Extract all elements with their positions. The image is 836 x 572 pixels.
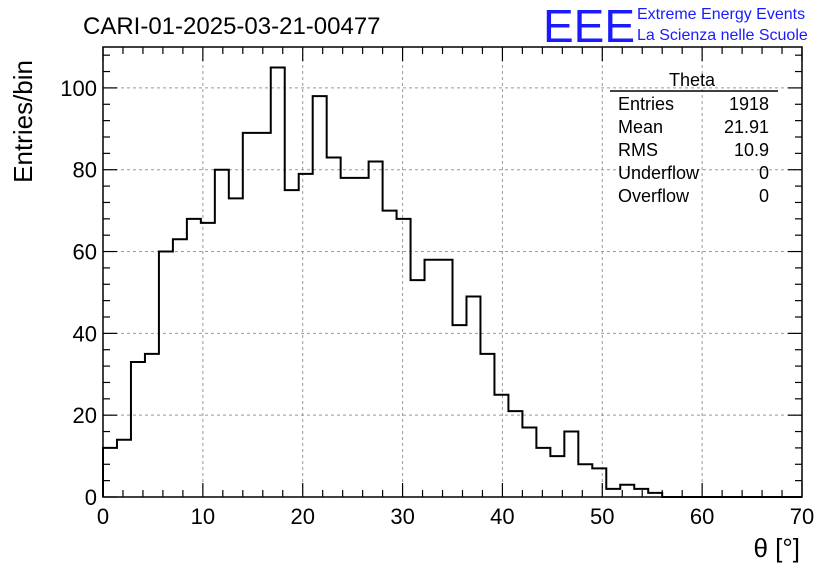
y-tick-label: 60 <box>73 240 97 265</box>
stats-value: 10.9 <box>734 140 769 160</box>
histogram-bin <box>592 468 606 497</box>
histogram-bin <box>271 67 285 497</box>
histogram-bin <box>578 464 592 497</box>
x-tick-label: 60 <box>690 504 714 529</box>
histogram-bin <box>564 432 578 497</box>
x-tick-label: 30 <box>390 504 414 529</box>
y-axis-title: Entries/bin <box>8 60 38 183</box>
histogram-bin <box>494 395 508 497</box>
histogram-bin <box>187 219 201 497</box>
y-tick-label: 40 <box>73 321 97 346</box>
y-tick-label: 80 <box>73 158 97 183</box>
histogram-bin <box>634 489 648 497</box>
histogram-bin <box>439 260 453 497</box>
histogram-bin <box>145 354 159 497</box>
histogram-bin <box>131 362 145 497</box>
x-tick-label: 20 <box>290 504 314 529</box>
eee-logo: EEE Extreme Energy Events La Scienza nel… <box>543 0 808 52</box>
histogram-bin <box>606 489 620 497</box>
stats-label: Overflow <box>618 186 690 206</box>
stats-value: 21.91 <box>724 117 769 137</box>
x-tick-label: 50 <box>590 504 614 529</box>
histogram-bin <box>159 252 173 497</box>
histogram-bin <box>508 411 522 497</box>
stats-label: Entries <box>618 94 674 114</box>
histogram-outline <box>102 66 802 498</box>
axis-ticks: 0 10 20 30 40 50 60 70 0 20 40 60 80 100 <box>60 47 814 529</box>
stats-label: RMS <box>618 140 658 160</box>
y-tick-label: 20 <box>73 403 97 428</box>
histogram-bin <box>103 448 117 497</box>
logo-line-1: Extreme Energy Events <box>637 6 805 23</box>
x-axis-title: θ [°] <box>753 533 800 563</box>
stats-value: 0 <box>759 163 769 183</box>
histogram-bin <box>453 325 467 497</box>
histogram-bin <box>480 354 494 497</box>
x-tick-label: 0 <box>97 504 109 529</box>
histogram-bin <box>215 170 229 497</box>
stats-box: Theta Entries 1918 Mean 21.91 RMS 10.9 Underfl… <box>610 70 778 206</box>
logo-line-2: La Scienza nelle Scuole <box>637 27 808 44</box>
histogram-bin <box>173 239 187 497</box>
histogram-bin <box>536 448 550 497</box>
x-tick-label: 70 <box>790 504 814 529</box>
histogram-bin <box>243 133 257 497</box>
histogram-bin <box>327 157 341 497</box>
stats-rows: Entries 1918 Mean 21.91 RMS 10.9 Underflow 0 Ove… <box>618 94 769 206</box>
histogram-bin <box>341 178 355 497</box>
y-tick-label: 0 <box>85 485 97 510</box>
x-tick-label: 10 <box>191 504 215 529</box>
histogram-bin <box>411 280 425 497</box>
stats-label: Underflow <box>618 163 700 183</box>
histogram-bin <box>425 260 439 497</box>
stats-value: 0 <box>759 186 769 206</box>
histogram-bin <box>117 440 131 497</box>
histogram-bin <box>313 96 327 497</box>
histogram-bin <box>369 162 383 497</box>
histogram-bin <box>299 174 313 497</box>
x-tick-label: 40 <box>490 504 514 529</box>
histogram-bin <box>257 133 271 497</box>
stats-label: Mean <box>618 117 663 137</box>
histogram-bin <box>383 211 397 497</box>
plot-border <box>102 46 803 498</box>
histogram-bin <box>201 223 215 497</box>
histogram-bin <box>285 190 299 497</box>
logo-mark: EEE <box>543 0 635 52</box>
histogram-bin <box>229 198 243 497</box>
y-tick-label: 100 <box>60 76 97 101</box>
stats-value: 1918 <box>729 94 769 114</box>
stats-title: Theta <box>669 70 716 90</box>
plot-frame <box>102 46 803 498</box>
histogram-bin <box>397 219 411 497</box>
grid-lines <box>103 47 802 497</box>
histogram-bin <box>522 427 536 497</box>
histogram-bin <box>355 178 369 497</box>
chart-title: CARI-01-2025-03-21-00477 <box>83 13 381 40</box>
histogram-bin <box>466 297 480 497</box>
histogram-series <box>102 66 802 498</box>
